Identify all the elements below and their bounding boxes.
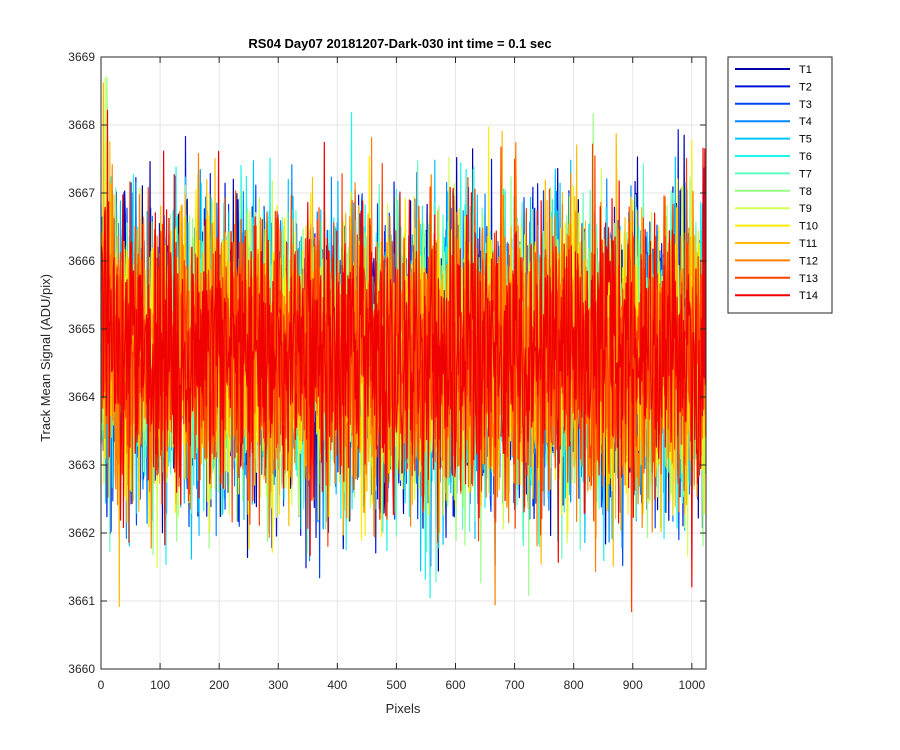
axes-box	[100, 56, 707, 670]
x-tick-label: 1000	[678, 678, 705, 692]
y-tick-label: 3668	[68, 118, 95, 132]
x-tick-label: 100	[150, 678, 170, 692]
legend-box	[727, 56, 833, 314]
legend-item-t9: T9	[735, 203, 812, 215]
legend-label: T11	[799, 238, 817, 250]
legend-item-t10: T10	[735, 221, 818, 233]
legend-label: T4	[799, 116, 812, 128]
legend-item-t8: T8	[735, 186, 812, 198]
legend-label: T7	[799, 168, 812, 180]
legend-item-t1: T1	[735, 64, 812, 76]
x-tick-label: 300	[268, 678, 288, 692]
legend: T1 T2 T3 T4 T5 T6 T7 T8 T9 T10 T11 T12 T13 T14	[727, 56, 833, 314]
y-tick-label: 3661	[68, 594, 95, 608]
legend-item-t4: T4	[735, 116, 812, 128]
legend-item-t2: T2	[735, 81, 812, 93]
x-tick-label: 200	[209, 678, 229, 692]
legend-label: T6	[799, 151, 812, 163]
y-tick-label: 3666	[68, 254, 95, 268]
y-tick-label: 3663	[68, 458, 95, 472]
ticks: 0 100 200 300 400 500 600 700 800 900 1000 3660 3661…	[68, 50, 706, 692]
x-tick-label: 600	[445, 678, 465, 692]
y-tick-label: 3665	[68, 322, 95, 336]
series-line-t14	[100, 109, 707, 588]
y-tick-label: 3669	[68, 50, 95, 64]
series-group	[100, 76, 707, 613]
legend-label: T1	[799, 64, 812, 76]
y-tick-label: 3660	[68, 662, 95, 676]
legend-label: T3	[799, 99, 812, 111]
legend-label: T10	[799, 221, 818, 233]
legend-item-t3: T3	[735, 99, 812, 111]
legend-item-t6: T6	[735, 151, 812, 163]
legend-item-t12: T12	[735, 255, 818, 267]
legend-label: T13	[799, 273, 818, 285]
x-axis-label: Pixels	[386, 701, 421, 716]
legend-item-t14: T14	[735, 290, 818, 302]
x-tick-label: 800	[564, 678, 584, 692]
x-tick-label: 0	[98, 678, 105, 692]
y-tick-label: 3667	[68, 186, 95, 200]
y-axis-label: Track Mean Signal (ADU/pix)	[38, 274, 53, 442]
legend-item-t5: T5	[735, 134, 812, 146]
legend-item-t7: T7	[735, 168, 812, 180]
legend-label: T8	[799, 186, 812, 198]
x-tick-label: 500	[386, 678, 406, 692]
legend-label: T5	[799, 134, 812, 146]
x-tick-label: 900	[623, 678, 643, 692]
legend-item-t11: T11	[735, 238, 817, 250]
legend-label: T9	[799, 203, 812, 215]
legend-label: T14	[799, 290, 818, 302]
y-tick-label: 3664	[68, 390, 95, 404]
legend-label: T12	[799, 255, 818, 267]
legend-item-t13: T13	[735, 273, 818, 285]
x-tick-label: 400	[327, 678, 347, 692]
x-tick-label: 700	[505, 678, 525, 692]
chart-title: RS04 Day07 20181207-Dark-030 int time = …	[248, 36, 551, 51]
y-tick-label: 3662	[68, 526, 95, 540]
legend-label: T2	[799, 81, 812, 93]
